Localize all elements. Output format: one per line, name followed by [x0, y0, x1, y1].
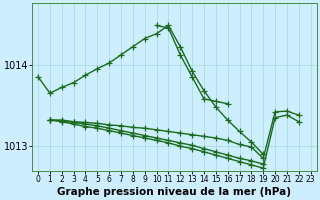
X-axis label: Graphe pression niveau de la mer (hPa): Graphe pression niveau de la mer (hPa): [57, 187, 291, 197]
